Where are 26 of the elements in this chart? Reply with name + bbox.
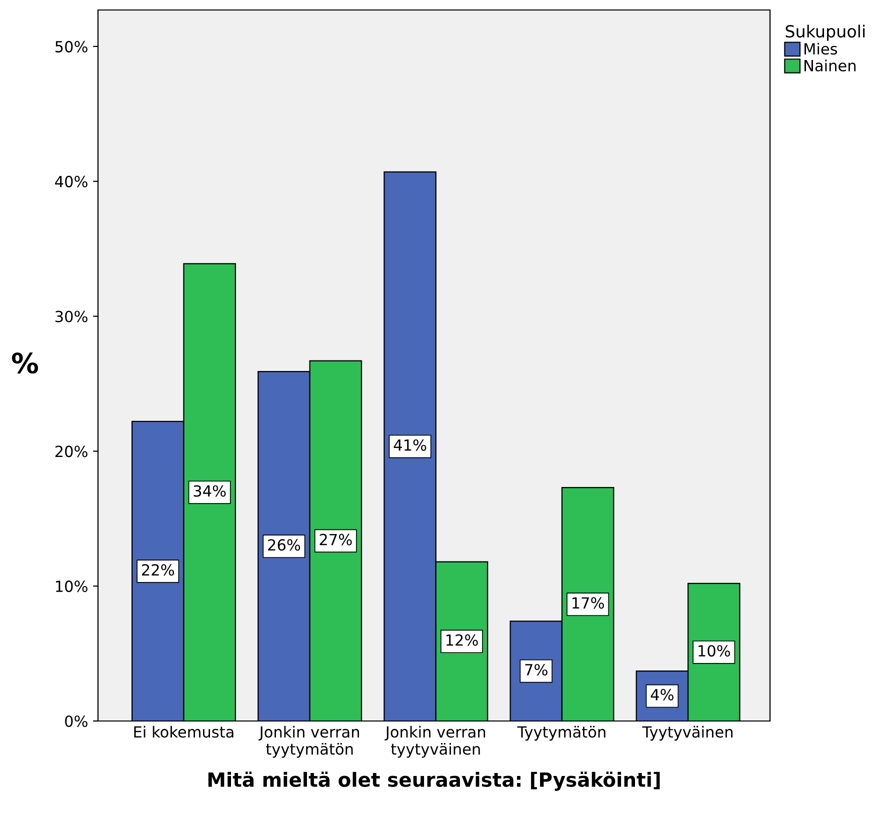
data-label: 41% bbox=[394, 439, 426, 451]
y-tick-label: 10% bbox=[56, 580, 88, 592]
data-label: 22% bbox=[142, 564, 174, 576]
x-tick-label: Ei kokemusta bbox=[134, 726, 234, 738]
data-label: 34% bbox=[194, 485, 226, 497]
x-tick-label: Tyytymätön bbox=[517, 726, 606, 741]
data-label: 12% bbox=[446, 634, 478, 646]
data-label: 7% bbox=[525, 664, 548, 676]
data-label: 17% bbox=[572, 597, 604, 609]
x-axis-title: Mitä mieltä olet seuraavista: [Pysäköinti] bbox=[208, 772, 660, 791]
y-tick-label: 30% bbox=[55, 310, 88, 322]
x-tick-label: Jonkin verran tyytymätön bbox=[258, 726, 359, 758]
x-tick-label: Jonkin verran tyytyväinen bbox=[384, 726, 486, 758]
data-label: 10% bbox=[698, 645, 730, 657]
x-tick-label: Tyytyväinen bbox=[642, 726, 732, 741]
data-label: 27% bbox=[320, 534, 352, 546]
y-tick-label: 20% bbox=[55, 446, 88, 458]
y-tick-label: 50% bbox=[56, 40, 88, 52]
y-axis-title: % bbox=[12, 352, 38, 374]
legend-label: Mies bbox=[804, 42, 838, 55]
data-label: 4% bbox=[650, 688, 674, 700]
y-tick-label: 0% bbox=[65, 715, 88, 728]
y-tick-label: 40% bbox=[55, 176, 88, 188]
legend-title: Sukupuoli bbox=[786, 24, 865, 41]
legend-label: Nainen bbox=[804, 60, 856, 72]
data-label: 26% bbox=[268, 539, 300, 551]
